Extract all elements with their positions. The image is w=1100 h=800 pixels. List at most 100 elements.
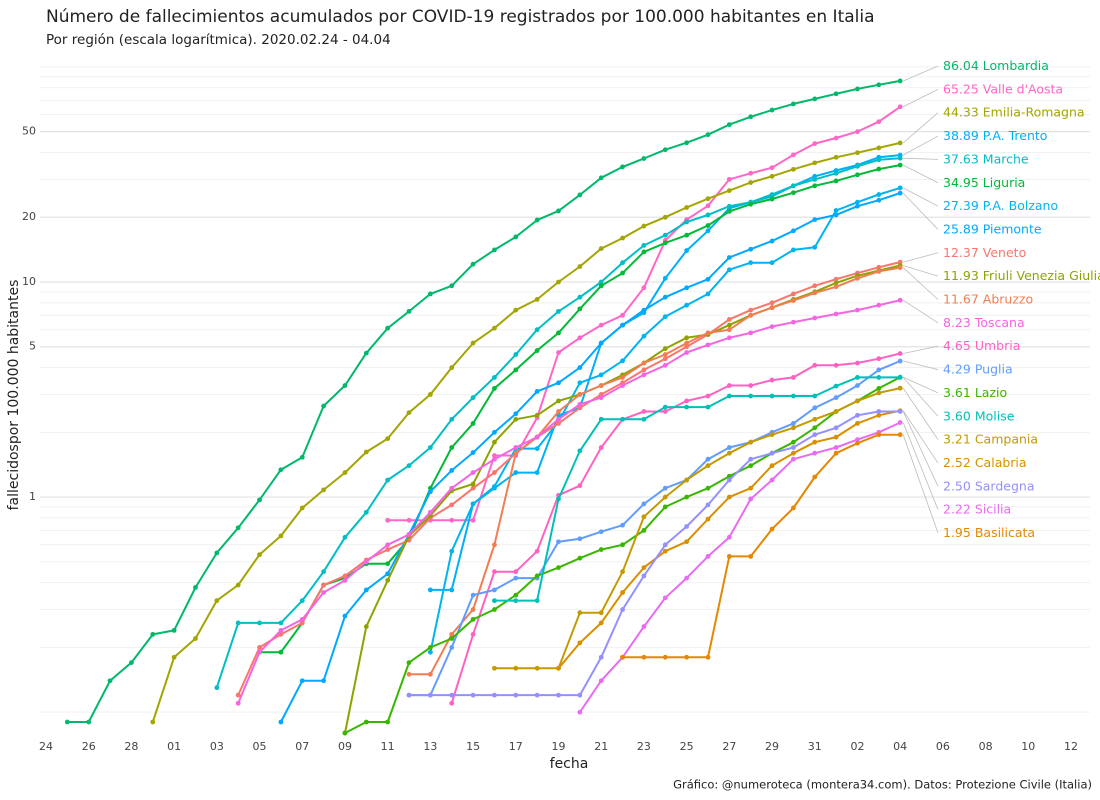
data-point: [897, 155, 903, 161]
data-point: [321, 487, 327, 493]
data-point: [470, 421, 476, 426]
data-point: [641, 565, 647, 570]
data-point: [684, 340, 690, 346]
data-point: [299, 616, 305, 622]
data-point: [598, 547, 604, 552]
data-point: [406, 692, 412, 698]
data-point: [684, 654, 690, 660]
series-label: 1.95 Basilicata: [943, 525, 1035, 540]
data-point: [513, 470, 519, 475]
data-point: [556, 409, 561, 414]
series-line: [344, 376, 901, 734]
data-point: [470, 340, 476, 346]
data-point: [385, 477, 391, 483]
series-label-value: 12.37: [943, 244, 979, 259]
y-tick-label: 10: [22, 275, 36, 288]
legend-entry: Campania: [975, 431, 1038, 446]
data-point: [833, 284, 839, 290]
data-point: [855, 412, 860, 418]
data-point: [855, 375, 860, 380]
data-point: [812, 290, 818, 296]
data-point: [577, 536, 583, 542]
data-point: [513, 352, 519, 357]
data-point: [321, 582, 327, 588]
data-point: [342, 470, 348, 475]
series-label-value: 1.95: [943, 525, 971, 540]
legend-entry: Lombardia: [983, 58, 1049, 73]
data-point: [726, 188, 732, 194]
data-point: [769, 450, 775, 456]
data-point: [748, 307, 754, 313]
data-point: [342, 383, 348, 388]
x-tick-label: 12: [1064, 740, 1078, 753]
data-point: [726, 335, 732, 341]
data-point: [641, 223, 647, 229]
data-point: [897, 358, 903, 364]
data-point: [748, 439, 754, 445]
data-point: [769, 107, 775, 113]
data-point: [598, 279, 604, 285]
data-point: [534, 348, 540, 353]
data-point: [705, 485, 711, 491]
data-point: [748, 456, 754, 462]
data-point: [406, 463, 412, 469]
data-point: [662, 504, 668, 510]
data-point: [748, 260, 754, 266]
data-point: [492, 375, 497, 380]
label-connector: [903, 157, 939, 160]
data-point: [492, 386, 497, 391]
data-point: [556, 539, 561, 545]
series-label-value: 65.25: [943, 81, 979, 96]
series-label-value: 25.89: [943, 221, 979, 236]
data-point: [278, 631, 284, 637]
series-line: [237, 299, 901, 704]
x-tick-label: 07: [295, 740, 309, 753]
data-point: [876, 409, 882, 414]
data-point: [790, 319, 796, 325]
data-point: [662, 232, 668, 238]
data-point: [598, 340, 604, 346]
data-point: [726, 383, 732, 388]
data-point: [470, 470, 476, 475]
data-point: [748, 463, 754, 469]
series-label-value: 3.61: [943, 384, 971, 399]
data-point: [577, 294, 583, 300]
data-point: [662, 240, 668, 246]
label-connector: [902, 192, 939, 230]
data-point: [897, 420, 903, 425]
data-point: [726, 316, 732, 322]
data-point: [769, 377, 775, 383]
series-label-value: 86.04: [943, 58, 979, 73]
data-point: [150, 719, 156, 725]
data-point: [449, 692, 455, 698]
data-point: [150, 631, 156, 637]
data-point: [833, 450, 839, 456]
data-point: [812, 176, 818, 182]
chart-title: Número de fallecimientos acumulados por …: [46, 7, 875, 27]
data-point: [534, 598, 540, 604]
data-point: [278, 620, 284, 626]
data-point: [492, 607, 497, 612]
x-tick-label: 10: [1021, 740, 1035, 753]
series-label-value: 38.89: [943, 128, 979, 143]
label-connector: [903, 376, 939, 394]
data-point: [534, 296, 540, 302]
data-point: [427, 587, 433, 593]
data-point: [470, 607, 476, 612]
series-label: 11.67 Abruzzo: [943, 291, 1033, 306]
data-point: [107, 678, 113, 684]
data-point: [577, 709, 583, 715]
data-point: [342, 730, 348, 736]
data-point: [769, 238, 775, 244]
data-point: [684, 524, 690, 529]
data-point: [492, 429, 497, 435]
data-point: [812, 315, 818, 321]
y-tick-label: 5: [29, 340, 36, 353]
series-label-value: 2.52: [943, 454, 971, 469]
data-point: [641, 527, 647, 533]
series-line: [494, 376, 901, 602]
data-point: [620, 322, 625, 328]
legend-entry: Piemonte: [983, 221, 1042, 236]
data-point: [876, 356, 882, 362]
data-point: [812, 244, 818, 250]
